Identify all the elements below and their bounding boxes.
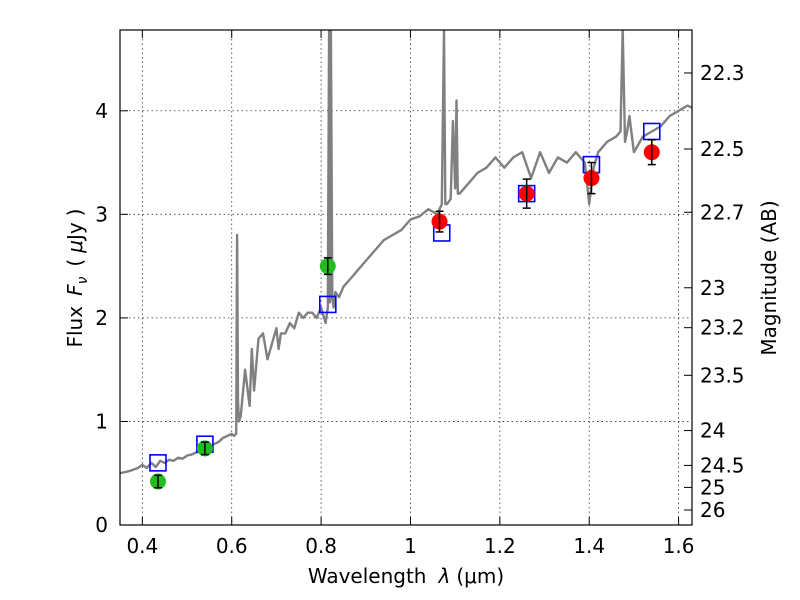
x-tick-label: 1 [404, 534, 417, 558]
model-photometry-marker [318, 295, 337, 314]
mag-tick-label: 22.7 [700, 200, 745, 224]
y-tick-label: 4 [95, 99, 108, 123]
mag-tick-label: 25 [700, 475, 725, 499]
mag-tick-label: 26 [700, 498, 725, 522]
x-tick-label: 1.6 [663, 534, 695, 558]
y-tick-label: 2 [95, 306, 108, 330]
x-tick-label: 1.4 [573, 534, 605, 558]
plot-area [120, 30, 692, 490]
mag-tick-label: 22.5 [700, 137, 745, 161]
x-tick-label: 0.6 [216, 534, 248, 558]
x-tick-label: 0.4 [126, 534, 158, 558]
mag-tick-label: 23 [700, 276, 725, 300]
right-axis-label: Magnitude (AB) [757, 200, 781, 355]
y-axis-label: FluxFν(μJy) [63, 208, 91, 347]
ticks: 0.4 0.6 0.8 1 1.2 1.4 1.60123422.322.522.72323… [95, 30, 745, 558]
mag-tick-label: 24.5 [700, 453, 745, 477]
x-tick-label: 0.8 [305, 534, 337, 558]
y-tick-label: 0 [95, 513, 108, 537]
x-axis-label: Wavelength λ (μm) [308, 564, 504, 588]
grid [120, 30, 692, 526]
y-tick-label: 3 [95, 202, 108, 226]
x-tick-label: 1.2 [484, 534, 516, 558]
mag-tick-label: 22.3 [700, 61, 745, 85]
mag-tick-label: 23.2 [700, 316, 745, 340]
y-tick-label: 1 [95, 409, 108, 433]
mag-tick-label: 24 [700, 419, 725, 443]
plot-frame [119, 29, 693, 526]
model-photometry-marker [149, 454, 167, 472]
sed-model-line [120, 30, 692, 475]
mag-tick-label: 23.5 [700, 363, 745, 387]
